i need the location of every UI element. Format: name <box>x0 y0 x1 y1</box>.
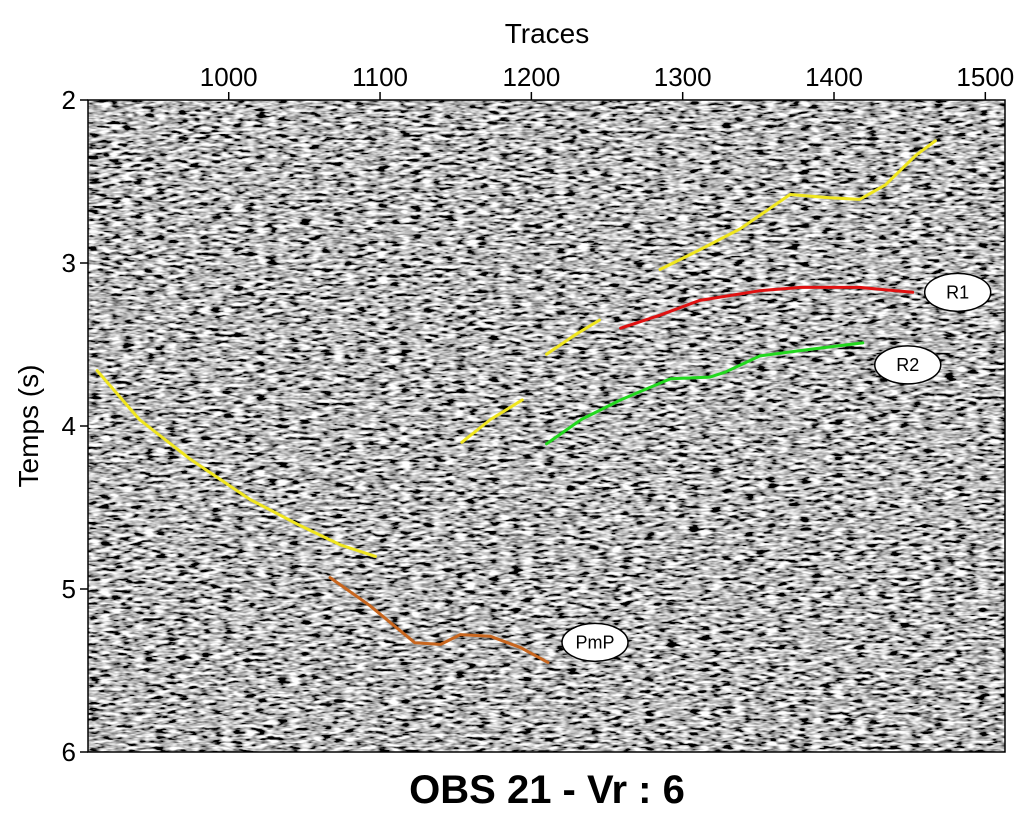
pick-line <box>95 369 377 558</box>
pick-line <box>619 285 915 330</box>
label-oval <box>923 272 992 313</box>
y-tick-label: 3 <box>62 248 76 278</box>
pick-line <box>545 341 865 446</box>
seismic-background <box>88 100 1005 752</box>
x-tick-label: 1100 <box>352 62 408 92</box>
x-tick-label: 1500 <box>956 62 1014 92</box>
x-tick-label: 1400 <box>805 62 863 92</box>
pick-line <box>328 576 550 664</box>
y-axis-title: Temps (s) <box>13 365 44 488</box>
pick-line <box>545 318 601 356</box>
pick-line <box>658 139 937 271</box>
y-tick-label: 6 <box>62 737 76 767</box>
x-tick-label: 1200 <box>502 62 560 92</box>
chart-title: OBS 21 - Vr : 6 <box>409 768 685 812</box>
pick-line <box>460 398 524 444</box>
y-tick-label: 5 <box>62 574 76 604</box>
label-oval <box>561 622 629 663</box>
series-label: R2 <box>896 355 919 375</box>
y-tick-label: 4 <box>62 411 76 441</box>
picks <box>95 139 937 664</box>
series-label: R1 <box>946 282 969 302</box>
x-tick-label: 1300 <box>654 62 712 92</box>
series-label: PmP <box>576 632 615 652</box>
label-oval <box>874 345 942 385</box>
x-axis-title: Traces <box>505 18 590 49</box>
x-tick-label: 1000 <box>200 62 258 92</box>
y-tick-label: 2 <box>62 85 76 115</box>
